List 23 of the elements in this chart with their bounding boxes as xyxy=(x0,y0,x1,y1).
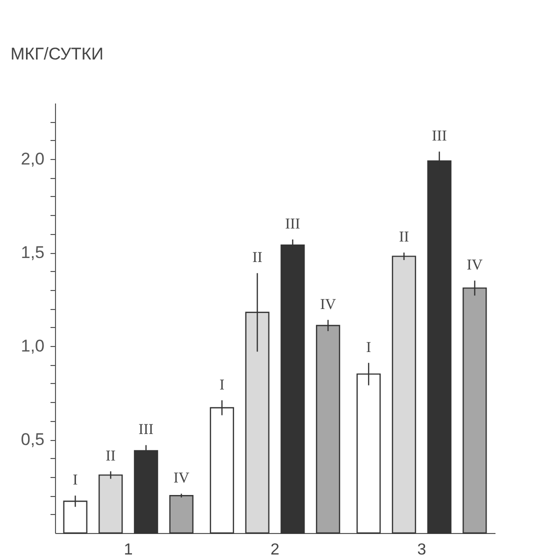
y-tick-label: 0,5 xyxy=(20,430,44,450)
text: I xyxy=(219,377,224,394)
text: III xyxy=(432,128,447,145)
y-tick-label: 1,0 xyxy=(20,336,44,356)
text: IV xyxy=(320,296,336,313)
x-tick-label: 2 xyxy=(270,542,280,557)
y-axis-title: МКГ/СУТКИ xyxy=(10,44,104,64)
y-tick-label: 1,5 xyxy=(20,243,44,262)
text: II xyxy=(252,250,262,266)
text: IV xyxy=(466,258,483,274)
series-label: IV xyxy=(173,470,190,487)
text: I xyxy=(366,340,372,356)
y-tick-label: 2,0 xyxy=(20,150,44,169)
bar xyxy=(392,256,416,534)
x-tick-label: 1 xyxy=(124,542,133,557)
series-label: III xyxy=(285,216,300,232)
series-label: I xyxy=(72,472,78,489)
bar xyxy=(98,474,123,534)
bar xyxy=(169,495,194,534)
text: III xyxy=(138,422,154,438)
series-label: II xyxy=(106,448,116,464)
text: II xyxy=(398,230,409,246)
x-tick-label: 3 xyxy=(417,542,426,557)
